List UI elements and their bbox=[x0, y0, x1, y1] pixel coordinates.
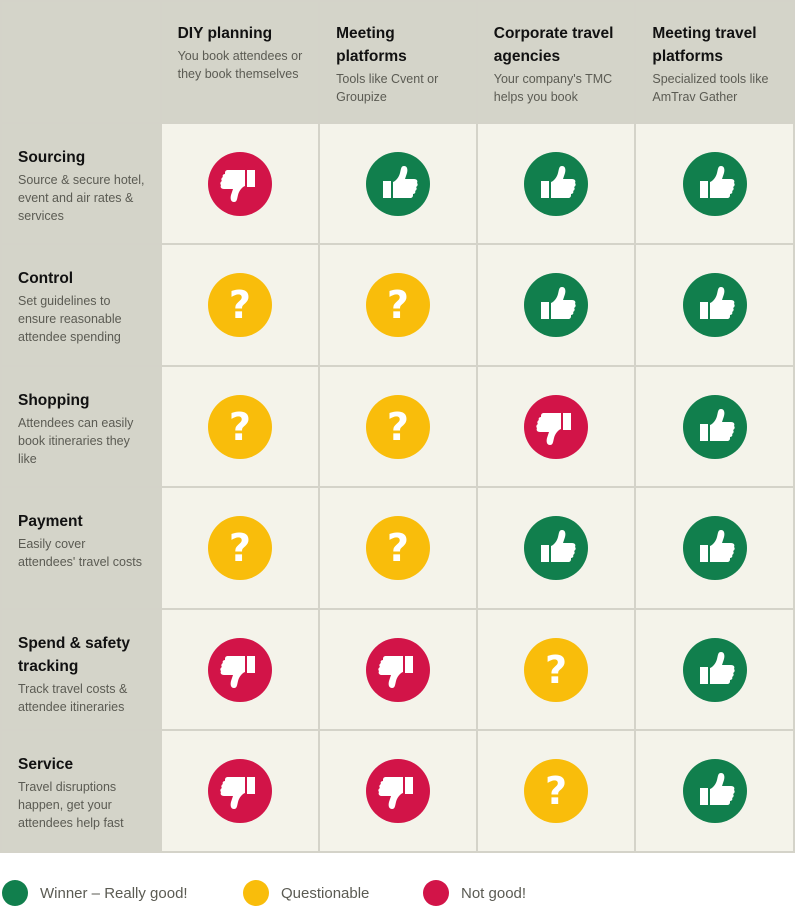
row-description: Easily cover attendees' travel costs bbox=[18, 537, 142, 569]
column-title: Meeting travel platforms bbox=[652, 25, 757, 65]
thumbs-up-icon bbox=[682, 394, 747, 459]
thumbs-down-icon bbox=[207, 151, 272, 216]
question-mark-icon: ? bbox=[365, 394, 430, 459]
rating-cell bbox=[634, 243, 795, 367]
row-description: Track travel costs & attendee itinerarie… bbox=[18, 682, 128, 714]
bad-dot-icon bbox=[423, 880, 449, 906]
rating-cell: ? bbox=[159, 486, 321, 610]
column-description: Tools like Cvent or Groupize bbox=[336, 72, 439, 104]
row-description: Source & secure hotel, event and air rat… bbox=[18, 173, 145, 223]
rating-cell bbox=[318, 608, 478, 731]
row-header: Spend & safety tracking Track travel cost… bbox=[0, 608, 162, 731]
column-title: DIY planning bbox=[177, 25, 273, 42]
rating-cell: ? bbox=[318, 243, 478, 367]
rating-cell: ? bbox=[475, 729, 637, 853]
question-mark-icon: ? bbox=[207, 394, 272, 459]
thumbs-down-icon bbox=[207, 637, 272, 702]
column-header-diy: DIY planning You book attendees or they … bbox=[159, 0, 321, 124]
rating-cell bbox=[475, 122, 637, 245]
thumbs-down-icon bbox=[365, 637, 430, 702]
row-description: Set guidelines to ensure reasonable atte… bbox=[18, 294, 122, 344]
row-title: Payment bbox=[18, 513, 83, 530]
thumbs-down-icon bbox=[365, 759, 430, 823]
legend-item-questionable: Questionable bbox=[243, 880, 369, 906]
thumbs-up-icon bbox=[524, 273, 589, 337]
rating-cell bbox=[634, 122, 795, 245]
rating-cell bbox=[634, 729, 795, 853]
comparison-table: DIY planning You book attendees or they … bbox=[0, 0, 795, 853]
rating-cell bbox=[159, 729, 321, 853]
row-header: Payment Easily cover attendees' travel co… bbox=[0, 486, 162, 610]
row-title: Shopping bbox=[18, 392, 90, 409]
rating-cell bbox=[475, 243, 637, 367]
legend-label: Not good! bbox=[461, 884, 527, 902]
questionable-dot-icon bbox=[243, 880, 269, 906]
rating-cell bbox=[634, 608, 795, 731]
column-description: You book attendees or they book themselv… bbox=[177, 49, 303, 81]
column-header-meeting-travel-platforms: Meeting travel platforms Specialized too… bbox=[634, 0, 795, 124]
question-mark-icon: ? bbox=[207, 273, 272, 337]
thumbs-up-icon bbox=[682, 516, 747, 580]
row-title: Service bbox=[18, 756, 74, 773]
row-description: Travel disruptions happen, get your atte… bbox=[18, 780, 124, 830]
header-row: DIY planning You book attendees or they … bbox=[0, 0, 795, 124]
row-header: Control Set guidelines to ensure reasonab… bbox=[0, 243, 162, 367]
legend-item-bad: Not good! bbox=[423, 880, 526, 906]
question-mark-icon: ? bbox=[365, 273, 430, 337]
legend-label: Questionable bbox=[281, 884, 370, 902]
row-header: Service Travel disruptions happen, get yo… bbox=[0, 729, 162, 853]
table-row: Payment Easily cover attendees' travel co… bbox=[0, 486, 795, 610]
thumbs-up-icon bbox=[682, 637, 747, 702]
thumbs-down-icon bbox=[524, 394, 589, 459]
rating-cell: ? bbox=[159, 365, 321, 488]
good-dot-icon bbox=[2, 880, 28, 906]
row-title: Spend & safety tracking bbox=[18, 635, 130, 675]
question-mark-icon: ? bbox=[365, 516, 430, 580]
legend: Winner – Really good! Questionable Not g… bbox=[0, 862, 795, 908]
question-mark-icon: ? bbox=[207, 516, 272, 580]
column-description: Specialized tools like AmTrav Gather bbox=[652, 72, 769, 104]
rating-cell: ? bbox=[318, 486, 478, 610]
rating-cell bbox=[318, 122, 478, 245]
rating-cell bbox=[318, 729, 478, 853]
table-row: Control Set guidelines to ensure reasonab… bbox=[0, 243, 795, 367]
rating-cell: ? bbox=[475, 608, 637, 731]
rating-cell bbox=[634, 486, 795, 610]
column-header-meeting-platforms: Meeting platforms Tools like Cvent or Gr… bbox=[318, 0, 478, 124]
table-row: Service Travel disruptions happen, get yo… bbox=[0, 729, 795, 853]
rating-cell bbox=[159, 122, 321, 245]
rating-cell bbox=[475, 365, 637, 488]
column-title: Meeting platforms bbox=[336, 25, 407, 65]
thumbs-up-icon bbox=[682, 151, 747, 216]
corner-cell bbox=[0, 0, 162, 124]
thumbs-up-icon bbox=[365, 151, 430, 216]
column-title: Corporate travel agencies bbox=[493, 25, 614, 65]
row-description: Attendees can easily book itineraries th… bbox=[18, 416, 134, 466]
row-title: Sourcing bbox=[18, 149, 86, 166]
rating-cell bbox=[159, 608, 321, 731]
legend-item-good: Winner – Really good! bbox=[2, 880, 188, 906]
question-mark-icon: ? bbox=[524, 637, 589, 702]
table-row: Spend & safety tracking Track travel cost… bbox=[0, 608, 795, 731]
rating-cell bbox=[634, 365, 795, 488]
legend-label: Winner – Really good! bbox=[40, 884, 188, 902]
column-description: Your company's TMC helps you book bbox=[493, 72, 613, 104]
rating-cell: ? bbox=[159, 243, 321, 367]
column-header-corporate-travel-agencies: Corporate travel agencies Your company's… bbox=[475, 0, 637, 124]
thumbs-up-icon bbox=[524, 151, 589, 216]
table-row: Shopping Attendees can easily book itiner… bbox=[0, 365, 795, 488]
row-title: Control bbox=[18, 270, 74, 287]
row-header: Shopping Attendees can easily book itiner… bbox=[0, 365, 162, 488]
row-header: Sourcing Source & secure hotel, event and… bbox=[0, 122, 162, 245]
thumbs-up-icon bbox=[524, 516, 589, 580]
question-mark-icon: ? bbox=[524, 759, 589, 823]
thumbs-down-icon bbox=[207, 759, 272, 823]
table-row: Sourcing Source & secure hotel, event and… bbox=[0, 122, 795, 245]
rating-cell: ? bbox=[318, 365, 478, 488]
rating-cell bbox=[475, 486, 637, 610]
thumbs-up-icon bbox=[682, 273, 747, 337]
thumbs-up-icon bbox=[682, 759, 747, 823]
